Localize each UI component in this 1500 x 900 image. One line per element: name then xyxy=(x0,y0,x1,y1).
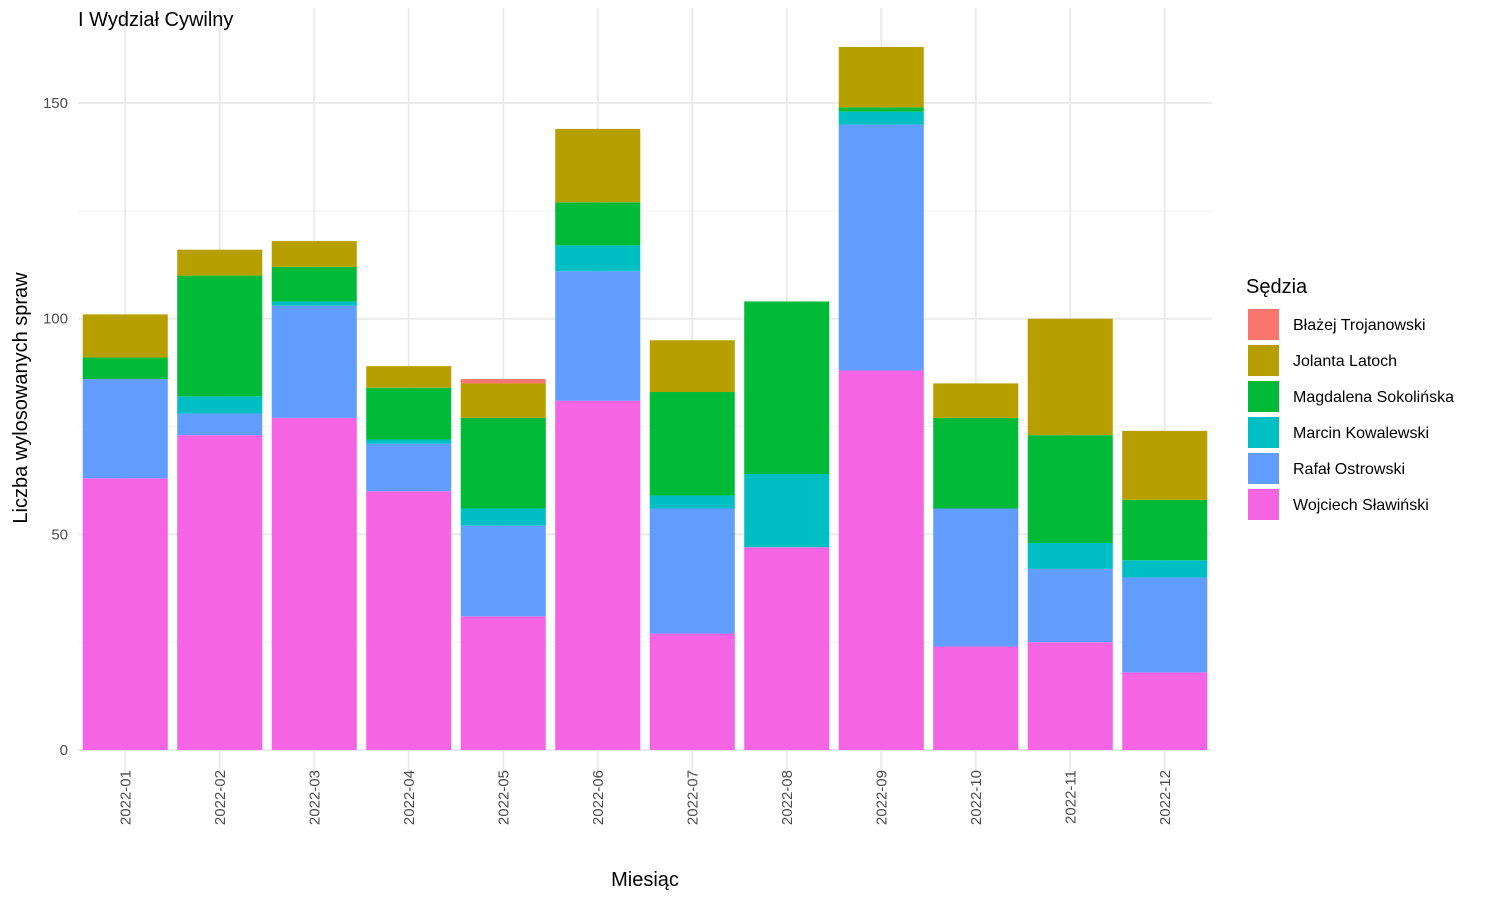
legend-swatch xyxy=(1248,489,1279,520)
bar-segment xyxy=(744,547,830,750)
x-tick-label: 2022-04 xyxy=(401,770,418,825)
bar-segment xyxy=(649,508,735,634)
legend-swatch xyxy=(1248,345,1279,376)
bar-segment xyxy=(177,396,263,414)
bar-segment xyxy=(1122,430,1208,500)
bar-segment xyxy=(460,616,546,750)
x-tick-label: 2022-06 xyxy=(590,770,607,825)
bar-segment xyxy=(366,439,452,444)
legend-title: Sędzia xyxy=(1246,276,1308,298)
bar-segment xyxy=(933,646,1019,750)
bar-segment xyxy=(1027,568,1113,643)
bar-segment xyxy=(838,111,924,125)
legend: Sędzia Błażej Trojanowski Jolanta Latoch M… xyxy=(1246,276,1454,520)
bar-segment xyxy=(555,245,641,272)
bar-segment xyxy=(82,478,168,750)
y-tick-label: 100 xyxy=(43,311,68,328)
bar-segment xyxy=(1027,318,1113,436)
bar-segment xyxy=(555,202,641,246)
x-tick-label: 2022-12 xyxy=(1157,770,1174,825)
bar-segment xyxy=(177,435,263,750)
y-axis-ticks: 0 50 100 150 xyxy=(43,95,68,759)
bar-segment xyxy=(82,379,168,479)
bar-segment xyxy=(271,266,357,302)
bar-segment xyxy=(177,249,263,276)
x-tick-label: 2022-10 xyxy=(968,770,985,825)
bar-segment xyxy=(460,379,546,384)
x-tick-label: 2022-08 xyxy=(779,770,796,825)
y-tick-label: 50 xyxy=(51,526,68,543)
bar-segment xyxy=(555,271,641,401)
legend-label: Marcin Kowalewski xyxy=(1293,425,1429,442)
legend-swatch xyxy=(1248,309,1279,340)
bar-segment xyxy=(555,128,641,203)
bar-segment xyxy=(366,443,452,492)
bar-segment xyxy=(744,301,830,474)
legend-label: Jolanta Latoch xyxy=(1293,353,1397,370)
bar-segment xyxy=(271,417,357,750)
x-axis-ticks: 2022-01 2022-02 2022-03 2022-04 2022-05 2022-… xyxy=(117,770,1174,825)
y-tick-label: 150 xyxy=(43,95,68,112)
bar-segment xyxy=(838,107,924,112)
bar-segment xyxy=(649,340,735,393)
bar-segment xyxy=(838,124,924,371)
bar-segment xyxy=(177,275,263,397)
bar-segment xyxy=(177,413,263,436)
legend-label: Błażej Trojanowski xyxy=(1293,317,1426,334)
legend-swatch xyxy=(1248,453,1279,484)
legend-label: Magdalena Sokolińska xyxy=(1293,389,1454,406)
bar-segment xyxy=(1027,435,1113,543)
bar-segment xyxy=(366,387,452,440)
x-tick-label: 2022-03 xyxy=(306,770,323,825)
y-axis-title: Liczba wylosowanych spraw xyxy=(10,272,32,524)
x-tick-label: 2022-09 xyxy=(873,770,890,825)
x-tick-label: 2022-11 xyxy=(1062,770,1079,824)
x-axis-title: Miesiąc xyxy=(611,869,679,891)
y-tick-label: 0 xyxy=(60,742,68,759)
bar-segment xyxy=(933,417,1019,509)
bar-segment xyxy=(1027,642,1113,750)
bar-segment xyxy=(555,400,641,750)
legend-swatch xyxy=(1248,381,1279,412)
bar-segment xyxy=(933,383,1019,418)
bar-segment xyxy=(1122,672,1208,750)
bar-segment xyxy=(1122,499,1208,561)
bar-segment xyxy=(838,46,924,108)
x-tick-label: 2022-01 xyxy=(117,770,134,825)
bar-segment xyxy=(649,633,735,750)
legend-label: Rafał Ostrowski xyxy=(1293,461,1405,478)
bar-segment xyxy=(744,473,830,548)
bar-segment xyxy=(271,305,357,418)
bar-segment xyxy=(460,383,546,418)
bar-segment xyxy=(1122,560,1208,578)
bars xyxy=(82,46,1208,750)
x-tick-label: 2022-05 xyxy=(495,770,512,825)
bar-segment xyxy=(82,314,168,358)
x-tick-label: 2022-07 xyxy=(684,770,701,825)
bar-segment xyxy=(460,508,546,526)
bar-segment xyxy=(271,241,357,267)
bar-segment xyxy=(1027,542,1113,569)
chart-title: I Wydział Cywilny xyxy=(78,9,233,31)
bar-segment xyxy=(366,366,452,388)
bar-segment xyxy=(933,508,1019,647)
x-tick-label: 2022-02 xyxy=(212,770,229,825)
bar-segment xyxy=(649,495,735,509)
bar-segment xyxy=(366,491,452,750)
bar-segment xyxy=(82,357,168,380)
legend-label: Wojciech Sławiński xyxy=(1293,497,1429,514)
bar-segment xyxy=(271,301,357,306)
bar-segment xyxy=(460,525,546,617)
legend-swatch xyxy=(1248,417,1279,448)
bar-segment xyxy=(460,417,546,509)
bar-segment xyxy=(838,370,924,750)
bar-segment xyxy=(649,392,735,496)
bar-segment xyxy=(1122,577,1208,673)
